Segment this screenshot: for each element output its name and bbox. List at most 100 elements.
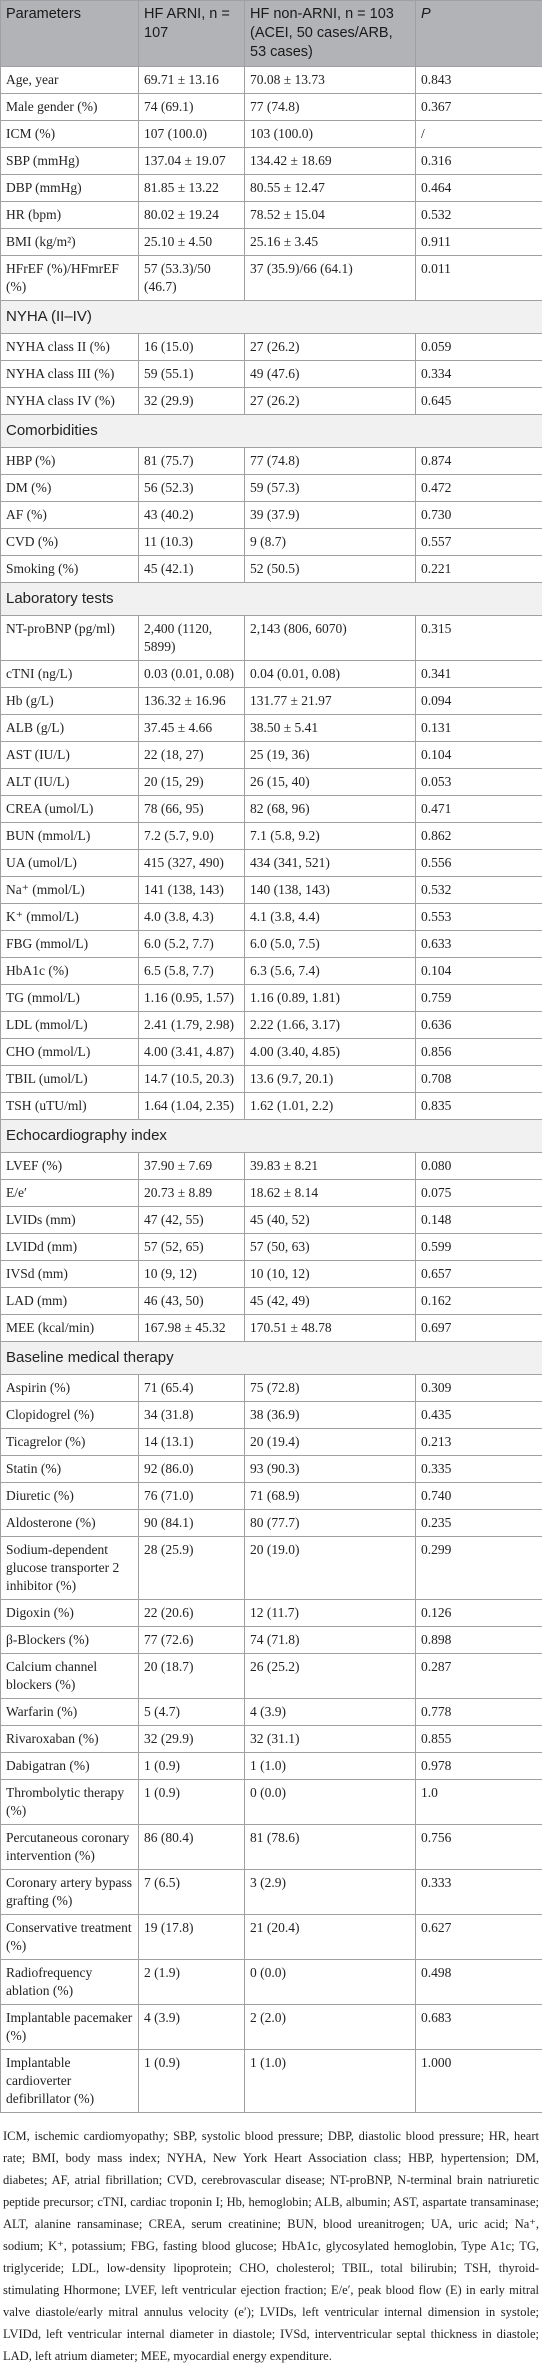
row-label: Sodium-dependent glucose transporter 2 i… (1, 1537, 139, 1600)
section-title: Echocardiography index (1, 1120, 542, 1153)
header-cell: P (416, 1, 542, 67)
cell: 140 (138, 143) (245, 877, 416, 904)
data-row: LVIDs (mm)47 (42, 55)45 (40, 52)0.148 (1, 1207, 542, 1234)
data-row: AST (IU/L)22 (18, 27)25 (19, 36)0.104 (1, 742, 542, 769)
row-label: NYHA class IV (%) (1, 388, 139, 415)
row-label: LDL (mmol/L) (1, 1012, 139, 1039)
cell: 1 (0.9) (139, 1780, 245, 1825)
cell: 12 (11.7) (245, 1600, 416, 1627)
cell: 43 (40.2) (139, 502, 245, 529)
data-row: Aspirin (%)71 (65.4)75 (72.8)0.309 (1, 1375, 542, 1402)
cell: 0.471 (416, 796, 542, 823)
cell: 75 (72.8) (245, 1375, 416, 1402)
cell: 11 (10.3) (139, 529, 245, 556)
cell: 69.71 ± 13.16 (139, 67, 245, 94)
cell: 0.556 (416, 850, 542, 877)
row-label: AST (IU/L) (1, 742, 139, 769)
cell: 74 (71.8) (245, 1627, 416, 1654)
row-label: Conservative treatment (%) (1, 1915, 139, 1960)
cell: 14 (13.1) (139, 1429, 245, 1456)
row-label: BUN (mmol/L) (1, 823, 139, 850)
cell: 0.104 (416, 958, 542, 985)
cell: 25.10 ± 4.50 (139, 229, 245, 256)
cell: 80.55 ± 12.47 (245, 175, 416, 202)
cell: 1.000 (416, 2050, 542, 2113)
cell: 20 (19.0) (245, 1537, 416, 1600)
cell: 0.126 (416, 1600, 542, 1627)
data-row: LVIDd (mm)57 (52, 65)57 (50, 63)0.599 (1, 1234, 542, 1261)
data-row: NT-proBNP (pg/ml)2,400 (1120, 5899)2,143… (1, 616, 542, 661)
cell: 28 (25.9) (139, 1537, 245, 1600)
cell: 56 (52.3) (139, 475, 245, 502)
cell: 0.059 (416, 334, 542, 361)
data-row: Na⁺ (mmol/L)141 (138, 143)140 (138, 143)… (1, 877, 542, 904)
data-row: Clopidogrel (%)34 (31.8)38 (36.9)0.435 (1, 1402, 542, 1429)
cell: 71 (68.9) (245, 1483, 416, 1510)
data-row: NYHA class II (%)16 (15.0)27 (26.2)0.059 (1, 334, 542, 361)
data-row: Warfarin (%)5 (4.7)4 (3.9)0.778 (1, 1699, 542, 1726)
cell: 0.299 (416, 1537, 542, 1600)
cell: 0.075 (416, 1180, 542, 1207)
row-label: Calcium channel blockers (%) (1, 1654, 139, 1699)
cell: 4 (3.9) (245, 1699, 416, 1726)
cell: 1.64 (1.04, 2.35) (139, 1093, 245, 1120)
row-label: DM (%) (1, 475, 139, 502)
cell: 38 (36.9) (245, 1402, 416, 1429)
cell: 70.08 ± 13.73 (245, 67, 416, 94)
section-row: Baseline medical therapy (1, 1342, 542, 1375)
cell: 415 (327, 490) (139, 850, 245, 877)
cell: 7.2 (5.7, 9.0) (139, 823, 245, 850)
cell: 0.633 (416, 931, 542, 958)
data-row: Radiofrequency ablation (%)2 (1.9)0 (0.0… (1, 1960, 542, 2005)
cell: 39.83 ± 8.21 (245, 1153, 416, 1180)
cell: 13.6 (9.7, 20.1) (245, 1066, 416, 1093)
row-label: FBG (mmol/L) (1, 931, 139, 958)
row-label: IVSd (mm) (1, 1261, 139, 1288)
cell: 4.00 (3.40, 4.85) (245, 1039, 416, 1066)
data-row: Digoxin (%)22 (20.6)12 (11.7)0.126 (1, 1600, 542, 1627)
cell: 37.90 ± 7.69 (139, 1153, 245, 1180)
cell: 0.213 (416, 1429, 542, 1456)
cell: 0.03 (0.01, 0.08) (139, 661, 245, 688)
cell: 0.683 (416, 2005, 542, 2050)
row-label: Implantable pacemaker (%) (1, 2005, 139, 2050)
row-label: Hb (g/L) (1, 688, 139, 715)
data-row: UA (umol/L)415 (327, 490)434 (341, 521)0… (1, 850, 542, 877)
cell: 0.435 (416, 1402, 542, 1429)
cell: 90 (84.1) (139, 1510, 245, 1537)
row-label: LAD (mm) (1, 1288, 139, 1315)
cell: 0.627 (416, 1915, 542, 1960)
row-label: Digoxin (%) (1, 1600, 139, 1627)
cell: 0.011 (416, 256, 542, 301)
row-label: AF (%) (1, 502, 139, 529)
cell: 131.77 ± 21.97 (245, 688, 416, 715)
data-row: Diuretic (%)76 (71.0)71 (68.9)0.740 (1, 1483, 542, 1510)
cell: 92 (86.0) (139, 1456, 245, 1483)
data-row: HBP (%)81 (75.7)77 (74.8)0.874 (1, 448, 542, 475)
row-label: cTNI (ng/L) (1, 661, 139, 688)
cell: 0.856 (416, 1039, 542, 1066)
row-label: HbA1c (%) (1, 958, 139, 985)
row-label: Male gender (%) (1, 94, 139, 121)
cell: 77 (74.8) (245, 94, 416, 121)
cell: 6.0 (5.0, 7.5) (245, 931, 416, 958)
row-label: LVIDd (mm) (1, 1234, 139, 1261)
cell: 0.498 (416, 1960, 542, 2005)
cell: 6.3 (5.6, 7.4) (245, 958, 416, 985)
cell: 52 (50.5) (245, 556, 416, 583)
data-row: Percutaneous coronary intervention (%)86… (1, 1825, 542, 1870)
row-label: Clopidogrel (%) (1, 1402, 139, 1429)
cell: 0.235 (416, 1510, 542, 1537)
cell: 74 (69.1) (139, 94, 245, 121)
cell: 0.835 (416, 1093, 542, 1120)
cell: 0.148 (416, 1207, 542, 1234)
cell: 434 (341, 521) (245, 850, 416, 877)
data-row: Rivaroxaban (%)32 (29.9)32 (31.1)0.855 (1, 1726, 542, 1753)
cell: 103 (100.0) (245, 121, 416, 148)
row-label: HR (bpm) (1, 202, 139, 229)
cell: 0.599 (416, 1234, 542, 1261)
cell: 10 (10, 12) (245, 1261, 416, 1288)
cell: 76 (71.0) (139, 1483, 245, 1510)
